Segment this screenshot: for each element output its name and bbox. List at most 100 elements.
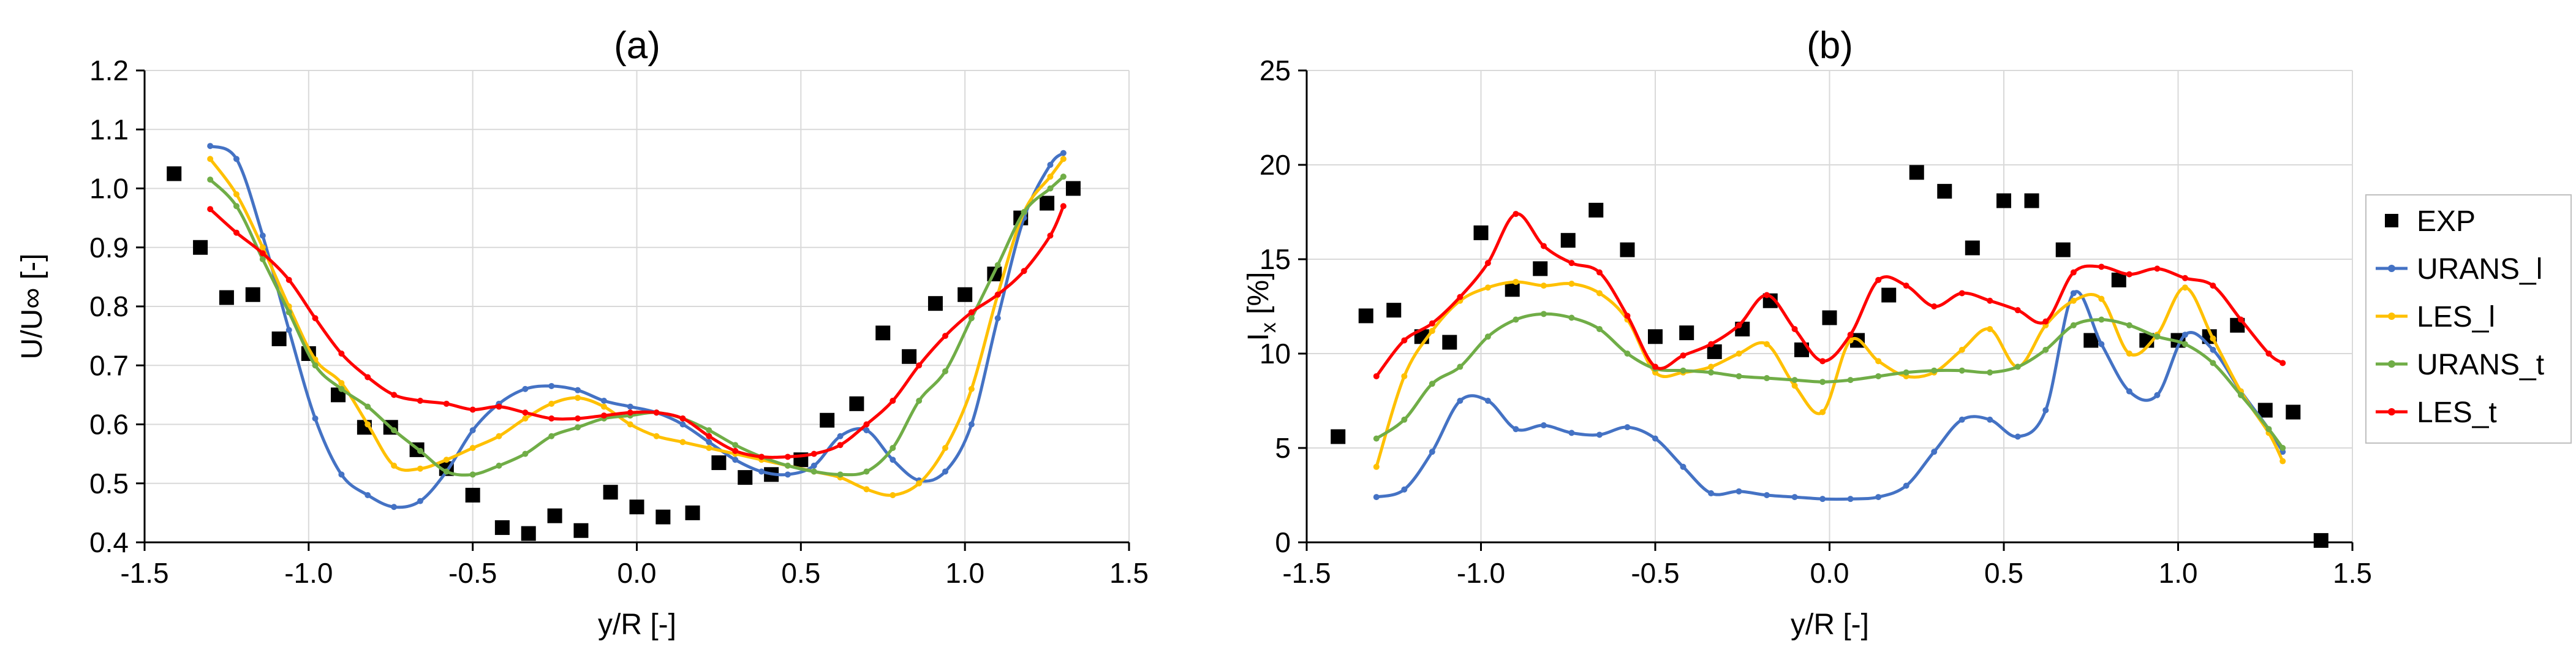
chart-a-point-les-l xyxy=(890,492,896,498)
chart-b-point-les-l xyxy=(1429,328,1435,335)
chart-b-point-les-t xyxy=(1373,373,1380,379)
chart-a-point-les-t xyxy=(338,351,345,357)
chart-a-point-exp xyxy=(655,509,671,525)
chart-b-point-urans-t xyxy=(2237,392,2244,398)
chart-a-point-urans-l xyxy=(837,433,844,439)
chart-a-point-les-t xyxy=(994,291,1001,298)
chart-a-point-les-t xyxy=(364,374,371,381)
chart-a-point-urans-t xyxy=(364,403,371,410)
chart-b-point-les-t xyxy=(2265,351,2272,357)
chart-b-point-exp xyxy=(2024,193,2039,208)
chart-a-point-urans-t xyxy=(994,262,1001,268)
chart-a-point-urans-l xyxy=(1047,162,1054,168)
chart-b-point-les-l xyxy=(1987,325,1993,332)
chart-b-point-les-t xyxy=(1708,341,1715,347)
chart-a-line-les-t xyxy=(208,204,1065,459)
chart-b-point-urans-l xyxy=(2181,332,2188,338)
chart-a-point-urans-t xyxy=(1021,209,1027,215)
chart-a-point-les-t xyxy=(1060,203,1067,210)
chart-a-point-exp xyxy=(875,325,891,341)
chart-a-point-les-t xyxy=(417,398,423,404)
chart-b-point-urans-t xyxy=(2098,316,2105,323)
chart-b-series-les-t xyxy=(1373,211,2286,379)
chart-a-x-tick-label: 1.0 xyxy=(945,557,984,589)
chart-b-point-les-t xyxy=(1429,320,1435,327)
chart-a-x-tick-label: -1.5 xyxy=(120,557,168,589)
chart-a-point-les-l xyxy=(653,433,660,439)
chart-b-point-les-t xyxy=(2237,316,2244,323)
chart-b-point-les-l xyxy=(2279,458,2286,465)
chart-b: (b) y/R [-] Ix [%] -1.5 -1.0 -0.5 0.0 0.5 1.0… xyxy=(1242,25,2372,641)
chart-a-series-urans-l xyxy=(207,143,1067,510)
chart-a-point-exp xyxy=(167,166,182,181)
chart-b-point-les-t xyxy=(2098,264,2105,270)
chart-b-point-les-l xyxy=(1958,346,1965,353)
chart-a-point-urans-l xyxy=(732,457,739,463)
chart-b-point-les-t xyxy=(1652,363,1658,370)
chart-a-point-les-t xyxy=(863,421,870,428)
legend-marker-urans-l xyxy=(2388,265,2395,272)
chart-a-title: (a) xyxy=(614,25,660,67)
chart-a-point-les-l xyxy=(496,433,502,439)
chart-b-point-les-t xyxy=(1540,243,1547,249)
chart-a-point-exp xyxy=(902,349,917,364)
chart-a-x-tick-label: 0.5 xyxy=(781,557,820,589)
chart-a-y-tick-label: 0.8 xyxy=(89,290,129,322)
chart-a-point-les-l xyxy=(627,421,633,428)
chart-a-point-exp xyxy=(849,396,864,411)
legend-label-urans-l: URANS_l xyxy=(2417,253,2542,286)
chart-b-point-exp xyxy=(1937,184,1952,199)
chart-a-point-les-t xyxy=(233,229,240,236)
chart-a-y-tick-label: 0.4 xyxy=(89,526,129,558)
chart-b-point-les-t xyxy=(2181,275,2188,281)
chart-a-x-tick-label: 1.5 xyxy=(1109,557,1149,589)
chart-b-y-tick-label: 0 xyxy=(1275,526,1291,558)
chart-a-point-exp xyxy=(958,287,973,302)
chart-b-point-les-l xyxy=(2181,284,2188,291)
chart-b-point-les-t xyxy=(1847,332,1854,338)
chart-b-point-urans-t xyxy=(1708,369,1715,376)
chart-b-point-exp xyxy=(1881,287,1897,303)
chart-b-point-urans-l xyxy=(1958,416,1965,423)
chart-b-point-les-t xyxy=(1764,292,1770,298)
chart-b-point-urans-l xyxy=(1513,426,1519,433)
chart-a-point-urans-t xyxy=(207,176,214,183)
chart-b-point-les-l xyxy=(2070,297,2077,304)
chart-b-point-urans-l xyxy=(1931,449,1938,455)
chart-b-point-exp xyxy=(2055,242,2071,257)
legend-marker-les-l xyxy=(2388,313,2395,320)
chart-b-y-tick-label: 25 xyxy=(1260,55,1291,86)
chart-b-point-urans-l xyxy=(1903,482,1909,489)
chart-a-point-les-t xyxy=(469,406,476,413)
chart-a-point-exp xyxy=(820,412,835,428)
chart-a-point-exp xyxy=(219,290,234,305)
chart-a-point-urans-l xyxy=(810,462,817,469)
chart-b-point-urans-t xyxy=(1484,333,1491,340)
chart-b-point-urans-l xyxy=(1429,449,1435,455)
chart-a-point-les-l xyxy=(968,385,975,392)
chart-a-point-les-l xyxy=(1060,156,1067,162)
chart-a-point-urans-l xyxy=(233,156,240,162)
chart-b-point-urans-l xyxy=(1373,494,1380,501)
chart-a-point-urans-t xyxy=(469,471,476,478)
chart-a-point-urans-t xyxy=(890,445,896,451)
chart-b-point-les-l xyxy=(1819,409,1826,415)
chart-a-point-urans-l xyxy=(758,468,765,475)
chart-b-point-les-t xyxy=(2126,271,2132,278)
chart-b-point-les-t xyxy=(1958,290,1965,297)
chart-b-line-les-t xyxy=(1375,212,2284,378)
chart-a-y-tick-label: 0.5 xyxy=(89,468,129,499)
chart-b-point-les-t xyxy=(1931,303,1938,309)
chart-a-point-exp xyxy=(465,488,480,503)
chart-a-point-urans-l xyxy=(784,471,791,478)
chart-a-point-urans-l xyxy=(207,143,214,150)
chart-b-point-urans-t xyxy=(1680,367,1686,374)
chart-b-point-exp xyxy=(1648,329,1663,344)
chart-a-point-les-t xyxy=(575,415,581,422)
legend-item-les-l: LES_l xyxy=(2376,301,2495,333)
chart-b-x-tick-label: 1.5 xyxy=(2333,557,2372,589)
chart-b-point-urans-l xyxy=(2098,341,2105,347)
chart-a-point-urans-l xyxy=(391,504,398,510)
chart-a-point-urans-l xyxy=(522,385,529,392)
chart-a-point-urans-t xyxy=(259,256,266,262)
